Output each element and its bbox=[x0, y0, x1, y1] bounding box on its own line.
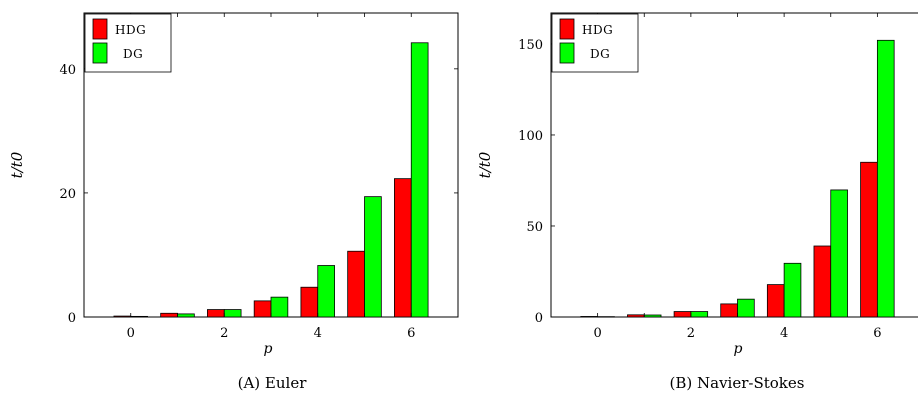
legend-label-dg: DG bbox=[123, 47, 143, 61]
x-tick-label: 0 bbox=[593, 326, 601, 341]
bar-hdg-p6 bbox=[394, 178, 412, 318]
x-tick-label: 4 bbox=[314, 326, 322, 341]
bar-hdg-p5 bbox=[813, 245, 832, 318]
legend-label-hdg: HDG bbox=[115, 23, 146, 37]
legend-swatch-dg bbox=[559, 42, 575, 64]
y-tick-label: 20 bbox=[59, 187, 76, 202]
y-tick-label: 100 bbox=[518, 129, 543, 144]
bar-hdg-p0 bbox=[113, 315, 132, 318]
bar-dg-p0 bbox=[597, 316, 615, 318]
bar-hdg-p2 bbox=[673, 311, 692, 318]
bar-dg-p2 bbox=[690, 311, 709, 318]
bar-hdg-p1 bbox=[627, 314, 645, 318]
legend-label-dg: DG bbox=[590, 47, 610, 61]
x-tick-label: 4 bbox=[780, 326, 788, 341]
bar-dg-p6 bbox=[410, 42, 429, 318]
bar-dg-p2 bbox=[223, 309, 242, 318]
bar-dg-p1 bbox=[177, 313, 195, 318]
bar-dg-p5 bbox=[364, 196, 382, 318]
x-axis-label: p bbox=[264, 341, 273, 357]
legend-swatch-hdg bbox=[559, 18, 575, 40]
y-tick-label: 150 bbox=[518, 38, 543, 53]
bar-dg-p3 bbox=[737, 298, 755, 318]
bar-dg-p4 bbox=[783, 262, 802, 318]
y-tick-label: 50 bbox=[526, 220, 543, 235]
y-axis-label: t/t0 bbox=[8, 151, 26, 178]
x-tick-label: 6 bbox=[407, 326, 415, 341]
bar-hdg-p2 bbox=[207, 309, 225, 318]
bar-hdg-p3 bbox=[720, 303, 738, 318]
bar-hdg-p6 bbox=[860, 161, 878, 318]
bar-dg-p0 bbox=[130, 315, 148, 318]
y-tick-label: 0 bbox=[535, 311, 543, 326]
figure-caption: (B) Navier-Stokes bbox=[670, 374, 805, 392]
y-tick-label: 0 bbox=[68, 311, 76, 326]
x-tick-label: 2 bbox=[220, 326, 228, 341]
bar-hdg-p3 bbox=[253, 300, 272, 318]
bar-dg-p5 bbox=[830, 189, 848, 318]
x-tick-label: 0 bbox=[127, 326, 135, 341]
bar-dg-p3 bbox=[270, 296, 289, 318]
y-tick-label: 40 bbox=[59, 63, 76, 78]
bar-dg-p6 bbox=[876, 39, 895, 318]
y-axis-label: t/t0 bbox=[476, 151, 494, 178]
legend-swatch-dg bbox=[92, 42, 108, 64]
x-axis-label: p bbox=[734, 341, 743, 357]
bar-hdg-p4 bbox=[766, 284, 785, 318]
legend-swatch-hdg bbox=[92, 18, 108, 40]
bar-hdg-p1 bbox=[160, 312, 178, 318]
bar-dg-p1 bbox=[643, 314, 662, 318]
bar-dg-p4 bbox=[317, 265, 335, 318]
x-tick-label: 2 bbox=[687, 326, 695, 341]
bar-hdg-p0 bbox=[580, 316, 599, 318]
figure-caption: (A) Euler bbox=[238, 374, 308, 392]
bar-hdg-p4 bbox=[300, 286, 319, 318]
x-tick-label: 6 bbox=[873, 326, 881, 341]
bar-hdg-p5 bbox=[347, 250, 365, 318]
legend-label-hdg: HDG bbox=[582, 23, 613, 37]
